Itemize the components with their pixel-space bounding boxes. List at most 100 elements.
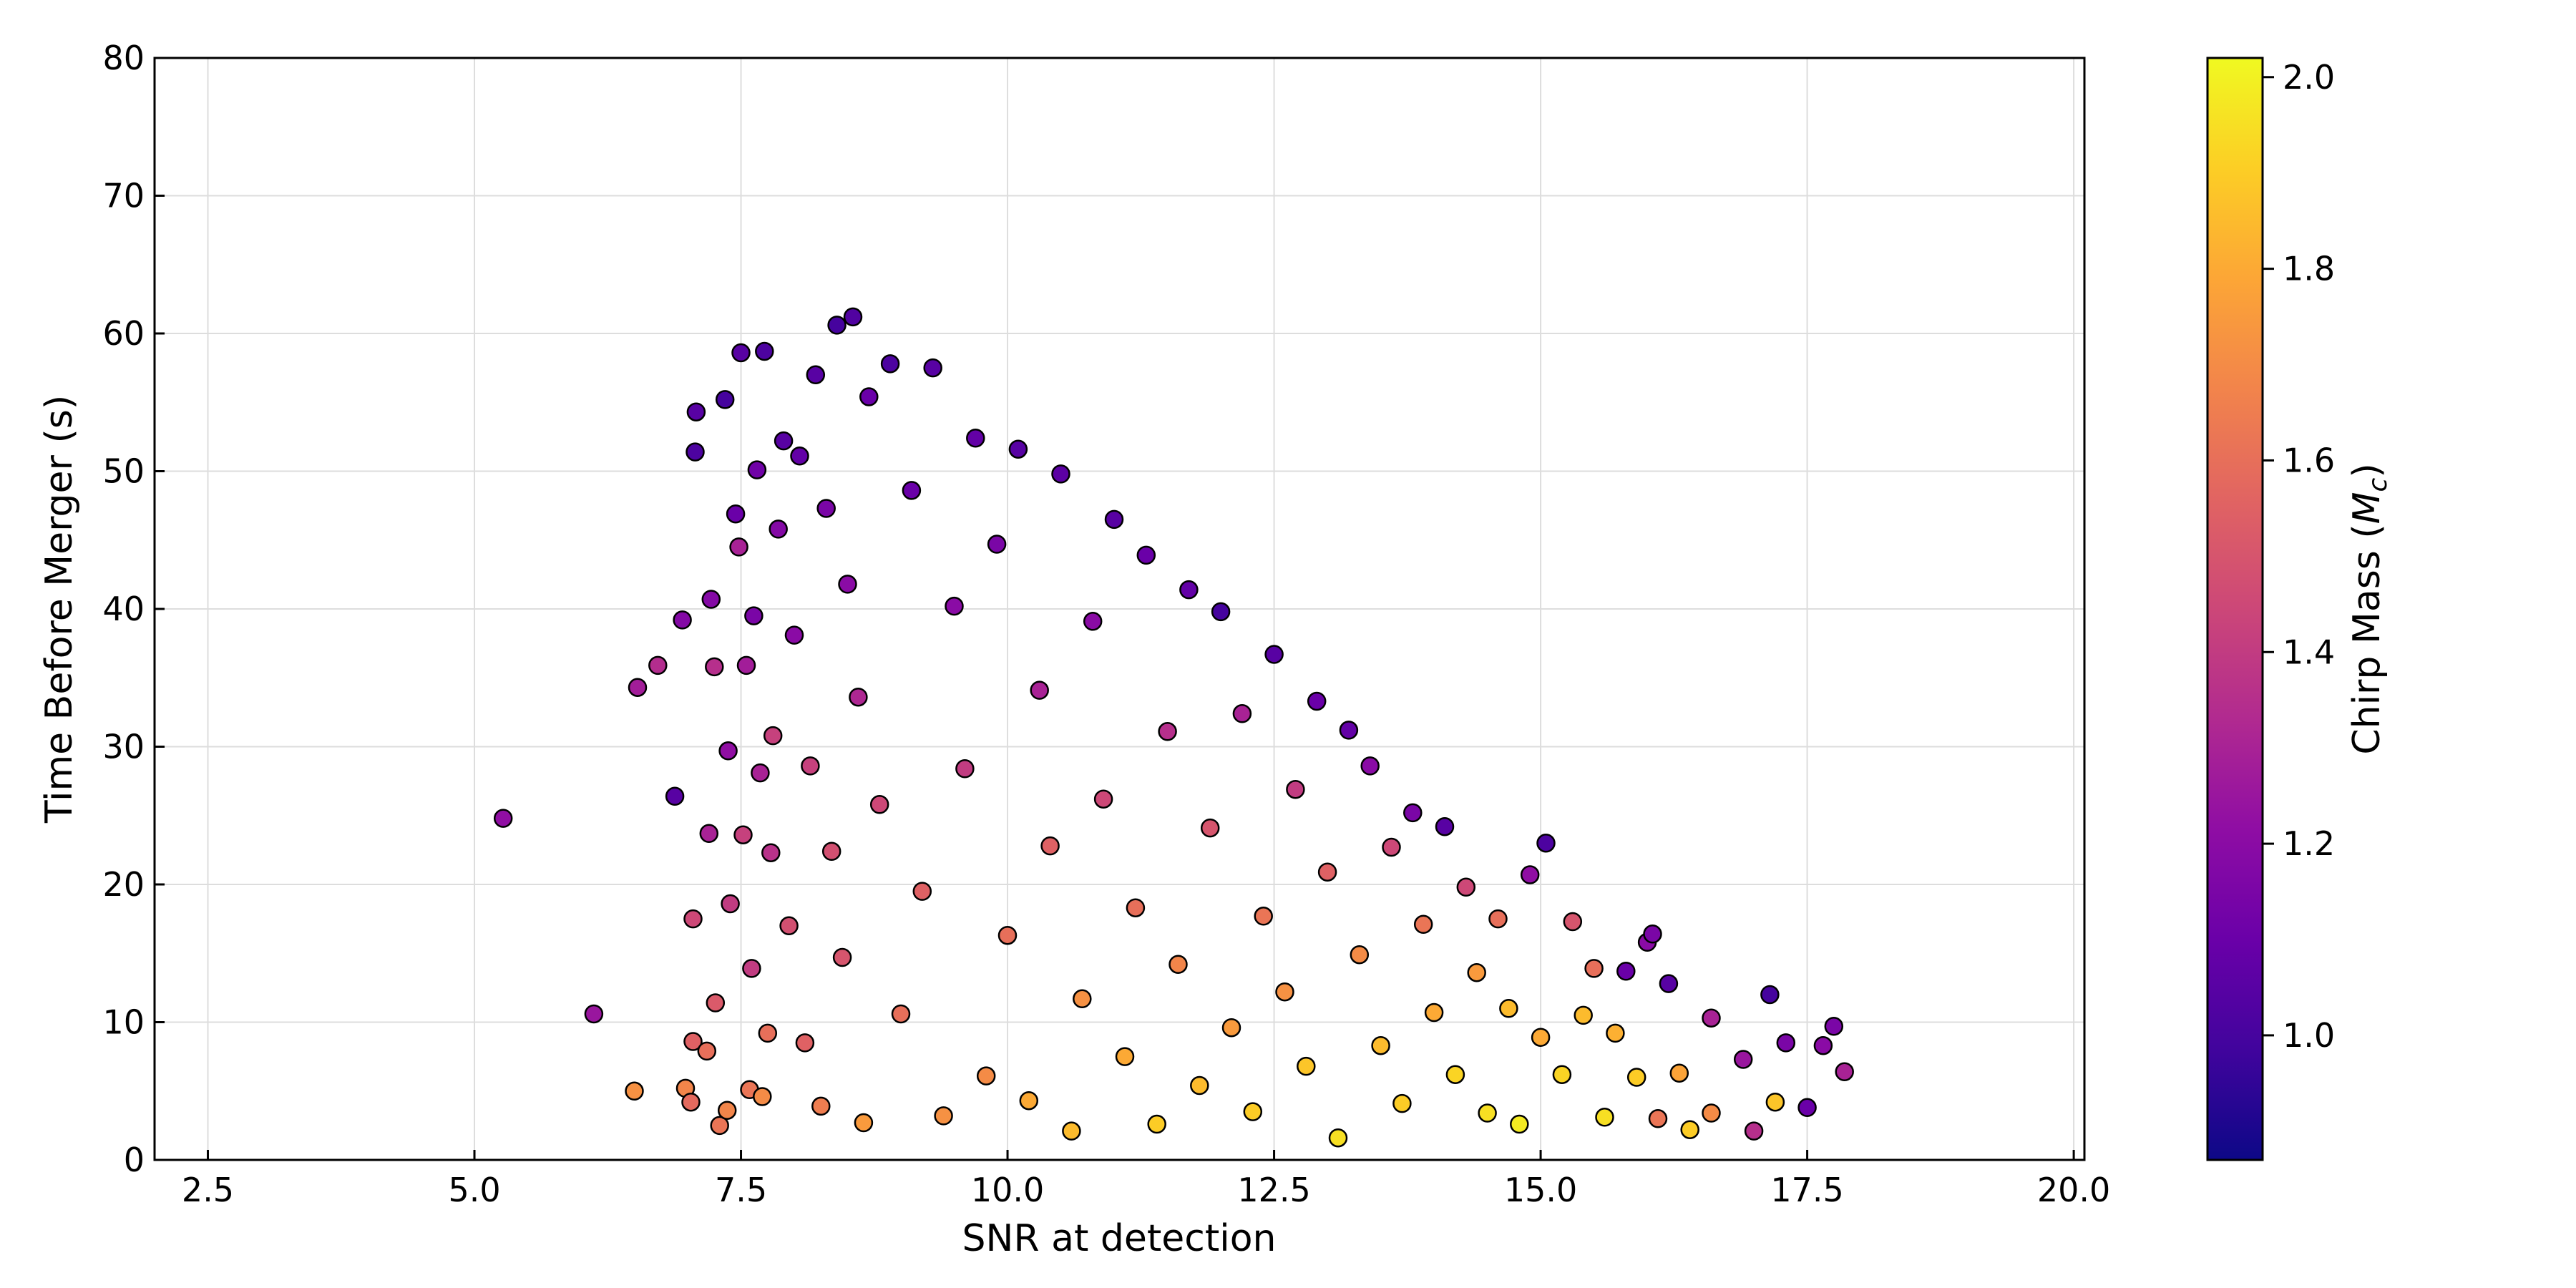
data-point bbox=[1835, 1062, 1854, 1082]
data-point bbox=[628, 678, 648, 697]
data-point bbox=[665, 786, 685, 806]
data-point bbox=[729, 537, 748, 557]
data-point bbox=[705, 657, 724, 677]
data-point bbox=[1499, 999, 1518, 1018]
data-point bbox=[816, 499, 836, 518]
y-tick-label: 20 bbox=[102, 865, 145, 904]
data-point bbox=[902, 481, 922, 500]
data-point bbox=[731, 343, 751, 363]
colorbar-ticks: 1.0 1.2 1.4 1.6 1.8 2.0 bbox=[2263, 58, 2335, 1055]
data-point bbox=[742, 959, 761, 978]
data-point bbox=[997, 925, 1018, 945]
data-point bbox=[1824, 1017, 1844, 1036]
data-point bbox=[747, 460, 767, 479]
data-point bbox=[912, 882, 932, 901]
data-point bbox=[843, 307, 863, 327]
data-point bbox=[849, 687, 868, 707]
data-point bbox=[945, 596, 964, 616]
data-point bbox=[1467, 962, 1486, 982]
data-point bbox=[1488, 909, 1508, 929]
colorbar-tick-label: 1.0 bbox=[2283, 1016, 2335, 1055]
data-point bbox=[801, 756, 820, 776]
data-point bbox=[726, 504, 746, 524]
data-point bbox=[1765, 1092, 1785, 1112]
y-tick-label: 80 bbox=[102, 39, 145, 77]
x-axis-label: SNR at detection bbox=[962, 1217, 1277, 1260]
data-point bbox=[1297, 1056, 1316, 1076]
data-point bbox=[736, 655, 756, 675]
colorbar-tick-label: 1.6 bbox=[2283, 441, 2335, 479]
data-point bbox=[625, 1081, 644, 1101]
data-point bbox=[891, 1004, 911, 1024]
colorbar-gradient bbox=[2206, 57, 2264, 1161]
data-point bbox=[1626, 1068, 1646, 1087]
x-tick-label: 12.5 bbox=[1237, 1171, 1310, 1209]
data-point bbox=[769, 519, 788, 539]
data-point bbox=[832, 947, 852, 967]
data-point bbox=[1115, 1047, 1135, 1066]
data-point bbox=[1413, 914, 1433, 935]
data-point bbox=[1221, 1018, 1241, 1038]
data-point bbox=[1702, 1103, 1721, 1123]
data-point bbox=[827, 316, 847, 335]
data-point bbox=[1403, 803, 1423, 823]
data-point bbox=[821, 841, 841, 862]
data-point bbox=[1744, 1121, 1764, 1141]
data-point bbox=[774, 431, 794, 451]
data-point bbox=[880, 354, 900, 374]
data-point bbox=[1595, 1108, 1614, 1127]
data-point bbox=[1574, 1005, 1593, 1025]
data-point bbox=[1051, 464, 1070, 484]
data-point bbox=[1669, 1063, 1689, 1083]
scatter-points bbox=[493, 307, 1854, 1148]
data-point bbox=[1350, 945, 1370, 965]
data-point bbox=[1158, 722, 1177, 741]
data-point bbox=[1445, 1065, 1465, 1084]
y-tick-label: 60 bbox=[102, 314, 145, 353]
data-point bbox=[1104, 509, 1124, 530]
data-point bbox=[1648, 1109, 1668, 1128]
data-point bbox=[686, 402, 706, 421]
data-point bbox=[1211, 602, 1231, 622]
data-point bbox=[701, 590, 721, 609]
data-point bbox=[1680, 1120, 1699, 1139]
data-point bbox=[1307, 691, 1327, 711]
y-tick-label: 10 bbox=[102, 1003, 145, 1042]
data-point bbox=[1456, 877, 1476, 897]
data-point bbox=[1813, 1035, 1833, 1055]
colorbar-tick-label: 1.4 bbox=[2283, 633, 2335, 671]
data-point bbox=[784, 625, 804, 645]
data-point bbox=[1536, 834, 1556, 853]
data-point bbox=[1243, 1102, 1263, 1121]
data-point bbox=[859, 387, 879, 406]
data-point bbox=[1317, 862, 1337, 882]
x-tick-label: 17.5 bbox=[1770, 1171, 1843, 1209]
y-tick-label: 50 bbox=[102, 452, 145, 491]
data-point bbox=[710, 1116, 729, 1136]
data-point bbox=[1275, 982, 1294, 1002]
data-point bbox=[976, 1066, 996, 1085]
data-point bbox=[1552, 1065, 1572, 1084]
data-point bbox=[584, 1004, 604, 1024]
data-point bbox=[1520, 865, 1540, 884]
x-tick-label: 7.5 bbox=[715, 1171, 767, 1209]
data-point bbox=[761, 843, 781, 862]
x-tick-label: 2.5 bbox=[182, 1171, 234, 1209]
data-point bbox=[1008, 439, 1028, 459]
y-axis-label: Time Before Merger (s) bbox=[38, 395, 81, 824]
data-point bbox=[1136, 545, 1156, 565]
colorbar-label: Chirp Mass (Mc) bbox=[2346, 463, 2393, 754]
data-point bbox=[1286, 779, 1305, 799]
data-point bbox=[966, 429, 985, 448]
data-point bbox=[744, 606, 763, 625]
data-point bbox=[1733, 1050, 1753, 1069]
data-point bbox=[763, 726, 783, 746]
data-point bbox=[869, 795, 889, 814]
data-point bbox=[1093, 789, 1113, 809]
data-point bbox=[1030, 680, 1049, 700]
data-point bbox=[1147, 1114, 1166, 1134]
data-point bbox=[733, 825, 753, 844]
data-point bbox=[1478, 1103, 1497, 1123]
data-point bbox=[1062, 1121, 1081, 1141]
